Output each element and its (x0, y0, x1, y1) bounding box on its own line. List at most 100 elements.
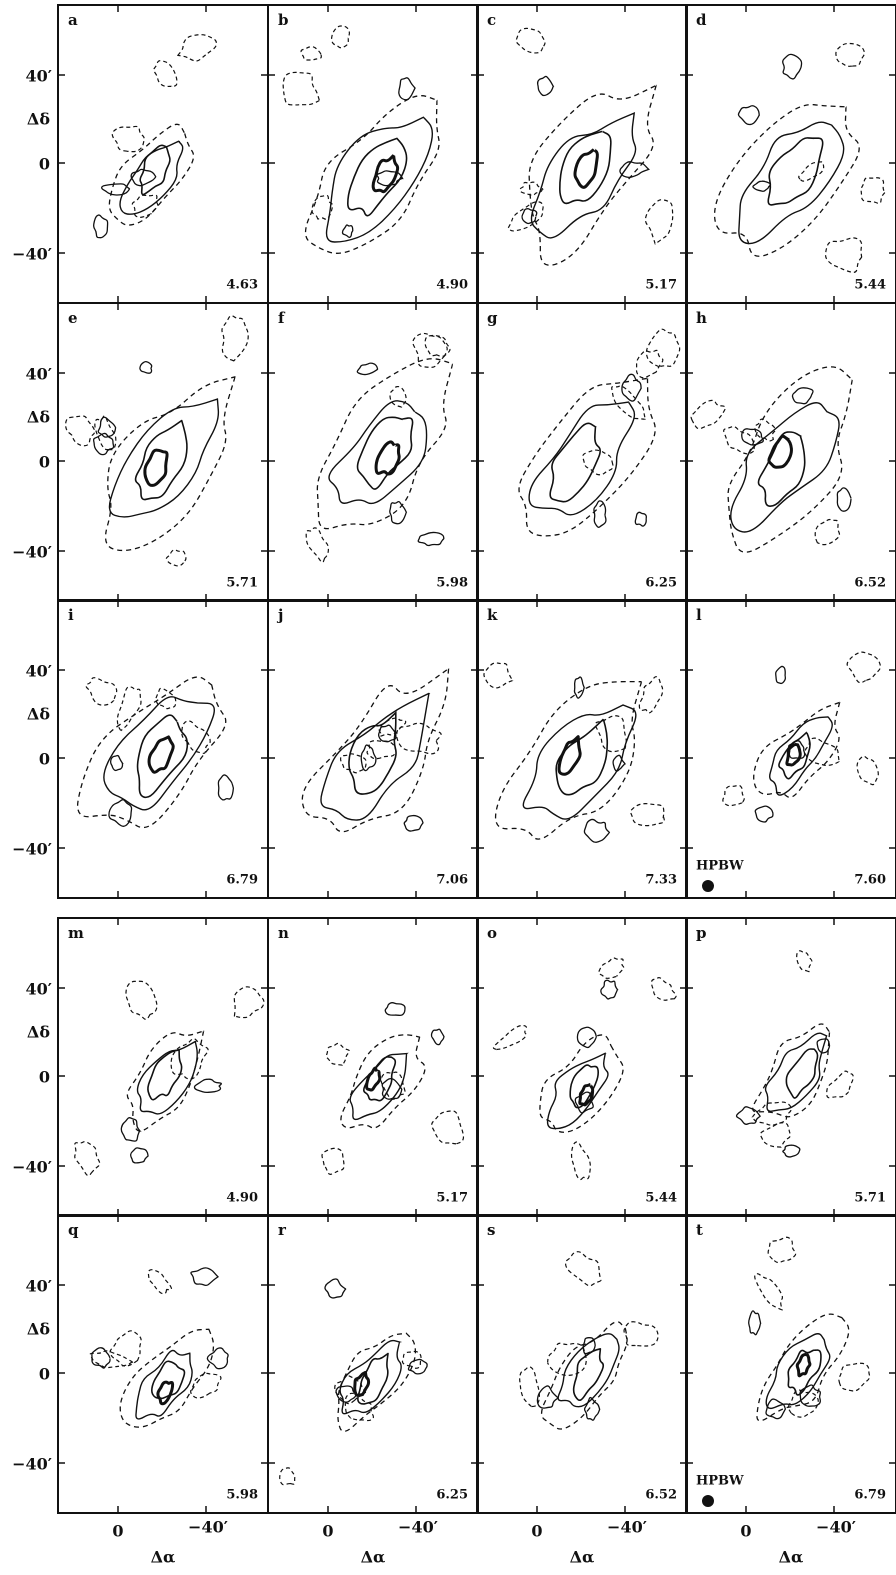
y-axis-label: Δδ (27, 408, 50, 427)
contour-dashed (170, 1038, 209, 1080)
contour-dashed (754, 418, 776, 442)
contour-dashed (111, 125, 145, 153)
velocity-label: 6.52 (854, 576, 886, 591)
contours (690, 366, 854, 553)
contour-dashed (116, 686, 142, 732)
contour-dashed (94, 415, 117, 451)
y-tick-label: 40′ (26, 365, 52, 384)
contour (325, 116, 434, 243)
contour-dashed (611, 385, 646, 422)
contour-dashed (155, 687, 177, 710)
contour (217, 774, 235, 801)
contour-dashed (540, 1321, 628, 1430)
contour-dashed (305, 527, 330, 563)
contours (74, 980, 265, 1177)
contour (108, 398, 220, 518)
contours (301, 667, 450, 833)
contour-dashed (77, 676, 227, 829)
velocity-label: 5.44 (854, 278, 886, 293)
contour (130, 168, 157, 187)
velocity-label: 5.44 (645, 1191, 677, 1206)
contour (557, 735, 582, 776)
contour (143, 448, 169, 487)
y-tick-label: 0 (39, 750, 50, 769)
contour (108, 799, 133, 827)
contour (206, 1347, 229, 1370)
contour-dashed (366, 740, 397, 760)
contour (139, 360, 153, 374)
contour (365, 1066, 382, 1092)
contour (619, 161, 650, 178)
contour (600, 979, 619, 1000)
panel-frame (57, 599, 269, 899)
panel-letter: l (696, 606, 702, 624)
contour (360, 744, 377, 772)
contours (89, 1267, 229, 1428)
contour-dashed (131, 194, 159, 218)
y-tick-label: 0 (39, 155, 50, 174)
velocity-label: 6.52 (645, 1488, 677, 1503)
beam (702, 1495, 714, 1507)
y-tick-label: −40′ (12, 1455, 52, 1474)
contour-dashed (623, 1321, 659, 1347)
contour (573, 676, 585, 699)
panel-letter: k (487, 606, 498, 624)
contour (320, 692, 430, 821)
channel-map: b 4.90 (267, 4, 479, 304)
beam-label: HPBW (696, 1474, 744, 1489)
contours (305, 332, 454, 563)
contour (782, 53, 803, 80)
panel-frame (57, 4, 269, 304)
x-axis-label: Δα (779, 1548, 804, 1567)
contour (769, 716, 833, 796)
panel-letter: m (68, 924, 84, 942)
contour (530, 111, 637, 239)
contour (97, 416, 117, 438)
panel-frame (267, 1214, 479, 1514)
panel-letter: b (278, 11, 289, 29)
contour-dashed (713, 103, 860, 257)
velocity-label: 7.33 (645, 873, 677, 888)
contour (572, 1348, 605, 1402)
contour (765, 1398, 787, 1420)
contour-dashed (492, 1024, 528, 1051)
channel-map: r 6.25 (267, 1214, 479, 1514)
contour (799, 1384, 821, 1407)
contour (335, 1385, 358, 1403)
channel-map: g 6.25 (476, 302, 688, 602)
contour-dashed (690, 399, 726, 430)
velocity-label: 5.17 (645, 278, 677, 293)
y-tick-label: −40′ (12, 543, 52, 562)
contour-dashed (85, 677, 118, 706)
contour (757, 431, 806, 508)
contour (787, 1349, 822, 1396)
contour (775, 665, 787, 685)
x-tick-label: −40′ (398, 1518, 438, 1537)
y-tick-label: 0 (39, 1365, 50, 1384)
contour (737, 105, 760, 126)
contour (403, 814, 424, 832)
contour (791, 387, 814, 405)
channel-map: l 7.60 HPBW (685, 599, 896, 899)
y-tick-label: 0 (39, 1068, 50, 1087)
contour (353, 1370, 371, 1397)
panel-frame (476, 917, 688, 1217)
contour (583, 818, 611, 843)
contour-dashed (337, 1332, 417, 1432)
panel-frame (685, 917, 896, 1217)
channel-map: c 5.17 (476, 4, 688, 304)
contour-dashed (723, 425, 755, 455)
panel-frame (476, 1214, 688, 1514)
contour (357, 1352, 389, 1405)
contour-dashed (279, 1467, 296, 1486)
contour-dashed (109, 1330, 142, 1367)
contour-dashed (321, 1147, 345, 1175)
contour (135, 1349, 193, 1420)
contour-dashed (519, 181, 544, 197)
contour-dashed (644, 199, 674, 245)
contour (582, 1337, 596, 1355)
velocity-label: 4.63 (226, 278, 258, 293)
contour-dashed (119, 1328, 215, 1428)
contour-dashed (330, 25, 351, 49)
contour (578, 1083, 595, 1107)
